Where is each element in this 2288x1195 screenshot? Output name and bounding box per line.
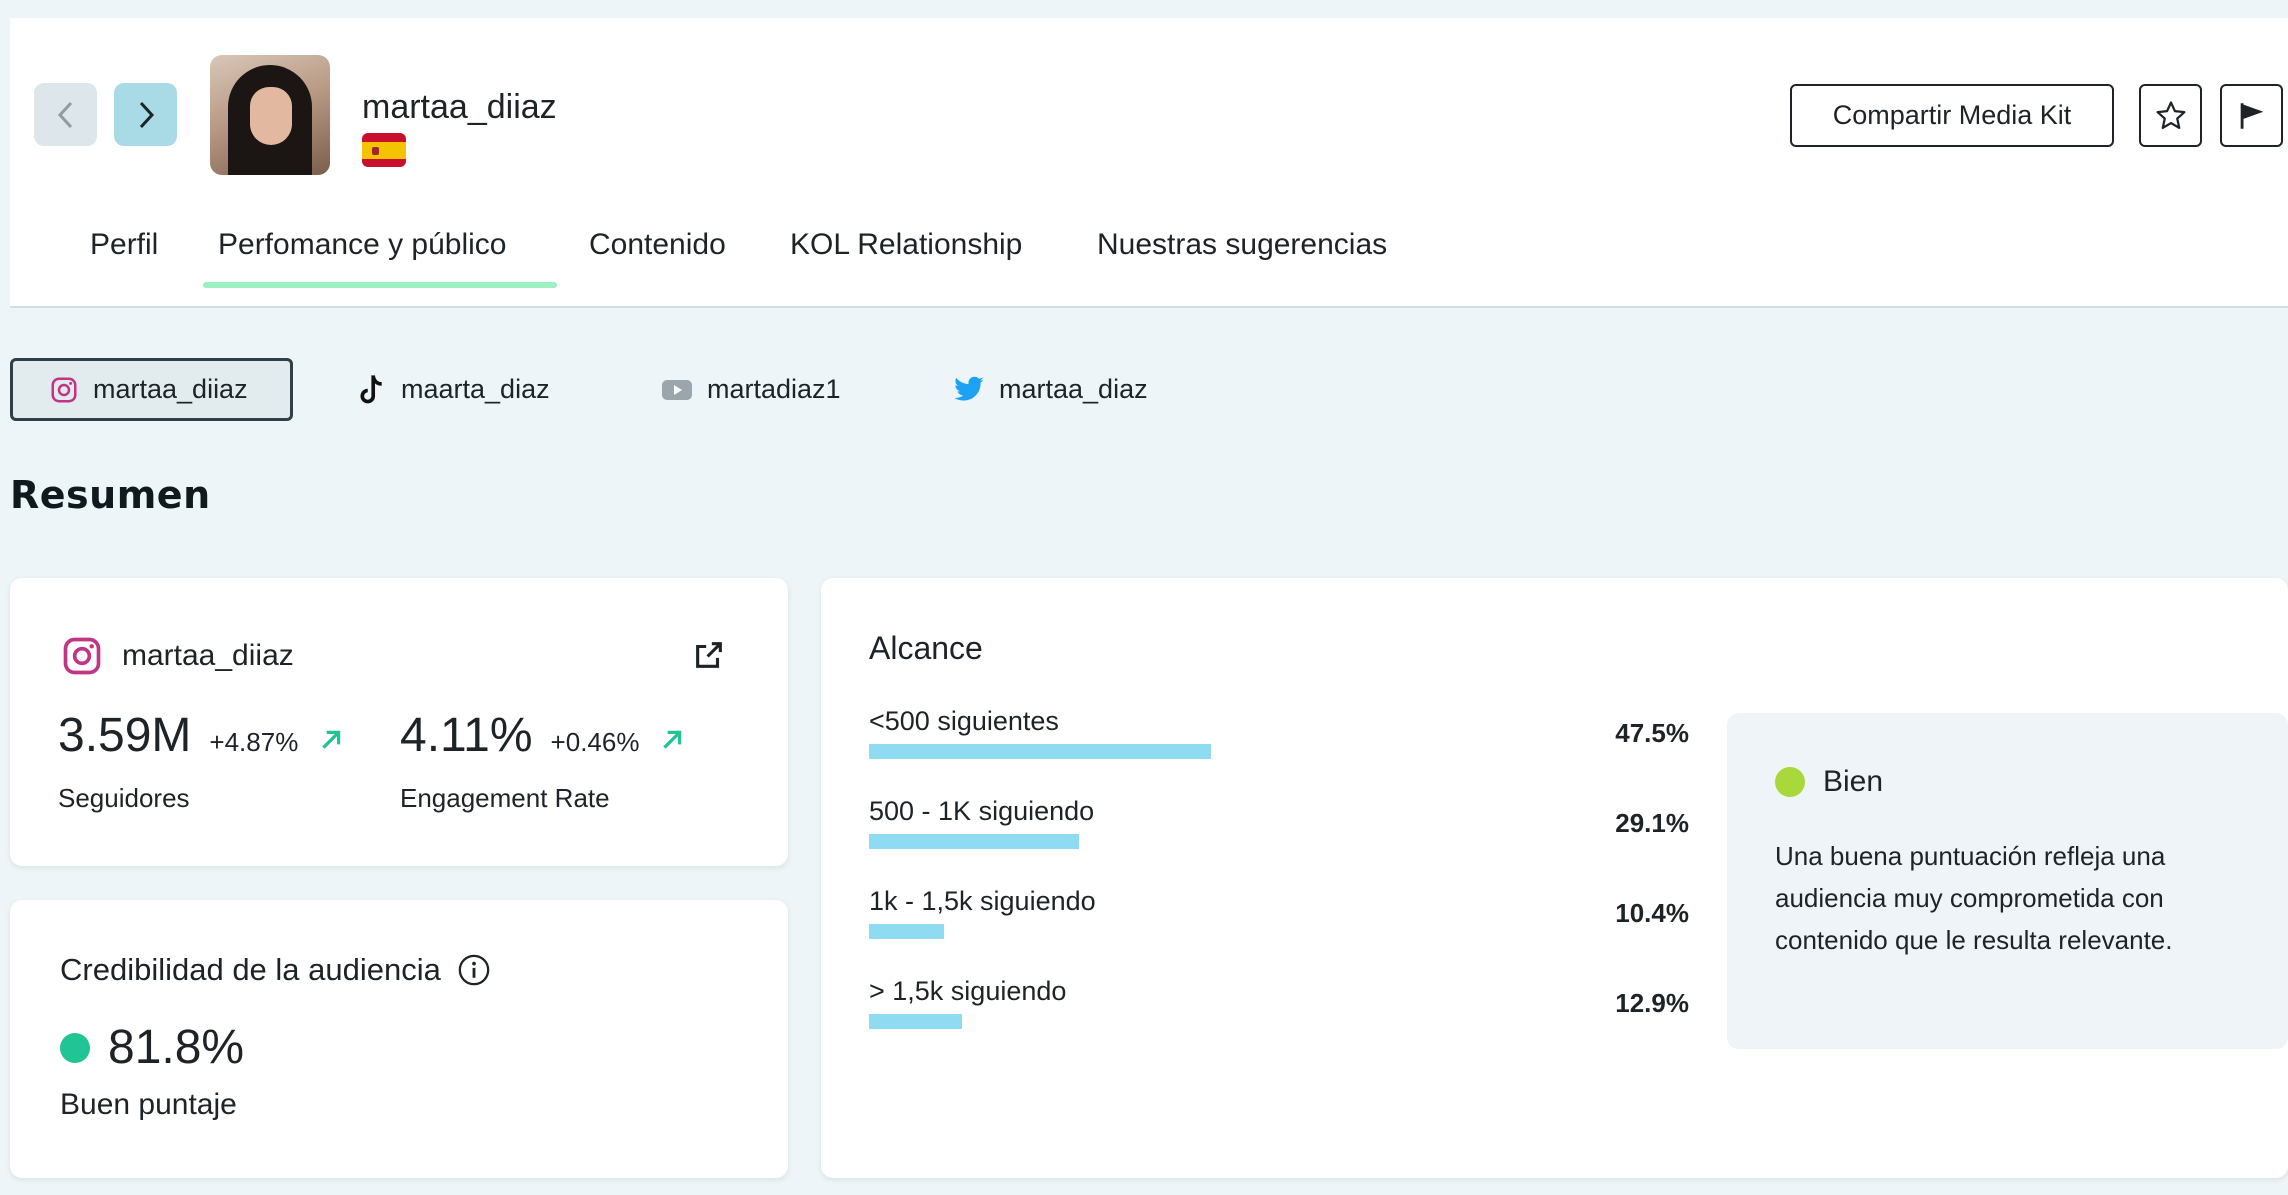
reach-row-label: 500 - 1K siguiendo	[869, 796, 1095, 826]
previous-profile-button[interactable]	[34, 83, 97, 146]
tiktok-icon	[360, 374, 382, 403]
reach-row-label: 1k - 1,5k siguiendo	[869, 886, 1096, 916]
platform-tiktok[interactable]: maarta_diaz	[357, 358, 550, 421]
share-media-kit-button[interactable]: Compartir Media Kit	[1790, 84, 2114, 147]
chevron-left-icon	[57, 101, 72, 128]
tab-perfil[interactable]: Perfil	[90, 228, 159, 261]
reach-row-percent: 29.1%	[1615, 808, 1689, 838]
star-icon	[2156, 100, 2185, 129]
platform-handle: martaa_diiaz	[93, 374, 248, 404]
arrow-up-right-icon	[322, 730, 341, 749]
info-icon[interactable]	[457, 953, 491, 987]
tab-performance[interactable]: Perfomance y público	[218, 228, 507, 261]
spain-flag-icon	[362, 133, 406, 167]
report-button[interactable]	[2220, 84, 2283, 147]
reach-row: 1k - 1,5k siguiendo 10.4%	[869, 886, 1689, 956]
engagement-metric: 4.11% +0.46%	[400, 708, 685, 763]
platform-handle: martaa_diaz	[999, 374, 1148, 404]
followers-value: 3.59M	[58, 709, 192, 762]
next-profile-button[interactable]	[114, 83, 177, 146]
youtube-icon	[662, 379, 692, 400]
followers-delta: +4.87%	[209, 727, 299, 757]
tab-contenido[interactable]: Contenido	[589, 228, 726, 261]
chevron-right-icon	[139, 101, 154, 128]
platform-youtube[interactable]: martadiaz1	[661, 358, 841, 421]
status-dot	[1775, 767, 1805, 797]
reach-title: Alcance	[869, 630, 983, 666]
reach-row-label: <500 siguientes	[869, 706, 1059, 736]
credibility-value: 81.8%	[108, 1021, 245, 1074]
instagram-icon	[51, 377, 77, 402]
platform-twitter[interactable]: martaa_diaz	[953, 358, 1148, 421]
credibility-label: Buen puntaje	[60, 1088, 237, 1121]
reach-row: > 1,5k siguiendo 12.9%	[869, 976, 1689, 1046]
engagement-delta: +0.46%	[550, 727, 640, 757]
twitter-icon	[954, 376, 984, 401]
active-tab-indicator	[203, 282, 557, 288]
platform-handle: martadiaz1	[707, 374, 841, 404]
flag-icon	[2240, 102, 2263, 129]
reach-row-percent: 10.4%	[1615, 898, 1689, 928]
reach-row-label: > 1,5k siguiendo	[869, 976, 1067, 1006]
followers-label: Seguidores	[58, 783, 190, 813]
platform-instagram[interactable]: martaa_diiaz	[10, 358, 293, 421]
external-link-icon	[696, 642, 722, 668]
reach-row-percent: 47.5%	[1615, 718, 1689, 748]
reach-row-bar	[869, 924, 944, 939]
platform-handle: maarta_diaz	[401, 374, 550, 404]
reach-row-bar	[869, 744, 1211, 759]
reach-row: 500 - 1K siguiendo 29.1%	[869, 796, 1689, 866]
rating-description: Una buena puntuación refleja una audienc…	[1775, 841, 2173, 955]
instagram-icon	[63, 637, 101, 675]
profile-name: martaa_diiaz	[362, 88, 557, 126]
reach-row-bar	[869, 834, 1079, 849]
rating-note: Bien Una buena puntuación refleja una au…	[1727, 713, 2288, 1049]
avatar	[210, 55, 330, 175]
credibility-title: Credibilidad de la audiencia	[60, 952, 441, 987]
rating-label: Bien	[1823, 765, 1884, 798]
tab-sugerencias[interactable]: Nuestras sugerencias	[1097, 228, 1388, 261]
reach-row-bar	[869, 1014, 962, 1029]
account-summary-card: martaa_diiaz 3.59M +4.87% Seguidores 4.1…	[10, 578, 788, 866]
reach-row-percent: 12.9%	[1615, 988, 1689, 1018]
reach-row: <500 siguientes 47.5%	[869, 706, 1689, 776]
audience-credibility-card: Credibilidad de la audiencia 81.8% Buen …	[10, 900, 788, 1178]
tab-kol-relationship[interactable]: KOL Relationship	[790, 228, 1023, 261]
favorite-button[interactable]	[2139, 84, 2202, 147]
status-dot	[60, 1032, 90, 1063]
profile-header: martaa_diiaz Compartir Media Kit	[10, 18, 2288, 308]
section-title: Resumen	[10, 473, 211, 517]
followers-metric: 3.59M +4.87%	[58, 708, 344, 763]
arrow-up-right-icon	[663, 730, 682, 749]
engagement-label: Engagement Rate	[400, 783, 610, 813]
open-profile-link[interactable]	[692, 638, 726, 677]
account-handle: martaa_diiaz	[122, 639, 294, 672]
engagement-value: 4.11%	[400, 709, 533, 762]
